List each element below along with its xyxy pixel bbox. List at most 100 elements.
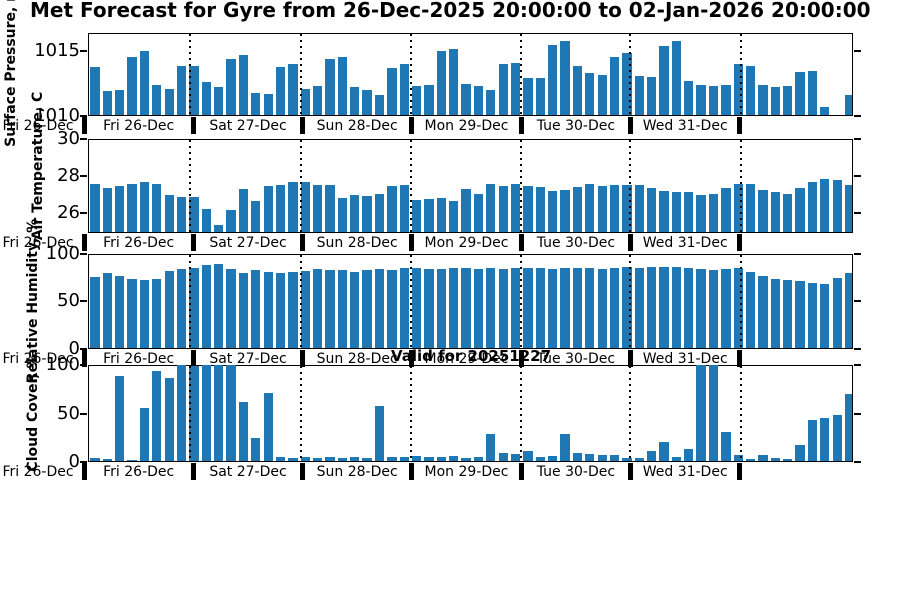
cloud-ytick (854, 461, 861, 464)
cloud-bar (164, 377, 174, 462)
humidity-subplot (88, 253, 853, 350)
temperature-bar (659, 191, 669, 233)
humidity-bar (597, 268, 607, 349)
humidity-bar (288, 271, 298, 349)
humidity-bar (152, 279, 162, 349)
pressure-bar (844, 95, 852, 115)
pressure-bar (325, 59, 335, 115)
humidity-bar (671, 266, 682, 349)
temperature-bar (758, 190, 768, 233)
temperature-bar (201, 208, 211, 233)
pressure-bar (263, 93, 273, 115)
pressure-day-label: Sat 27-Dec (209, 117, 287, 134)
pressure-day-label: Sun 28-Dec (316, 117, 398, 134)
cloud-day-label: Mon 29-Dec (424, 464, 509, 481)
pressure-bar (90, 66, 100, 115)
temperature-bar (164, 194, 174, 233)
cloud-bar (795, 444, 805, 462)
temperature-bar (696, 194, 706, 233)
temperature-ytick (80, 175, 87, 178)
humidity-day-gridline (410, 254, 413, 349)
cloud-bar (313, 458, 323, 462)
temperature-day-tick (518, 234, 524, 252)
temperature-bar (362, 195, 372, 233)
temperature-bar (844, 184, 852, 233)
temperature-bar (300, 181, 310, 233)
humidity-bar (374, 268, 385, 349)
cloud-bar (300, 457, 310, 462)
temperature-bar (647, 188, 657, 233)
cloud-day-tick (737, 463, 743, 481)
cloud-bar (424, 457, 434, 462)
humidity-bar (90, 277, 100, 349)
temperature-day-tick (190, 234, 196, 252)
pressure-day-label: Tue 30-Dec (536, 117, 616, 134)
pressure-bar (399, 64, 409, 115)
cloud-bar (659, 441, 669, 462)
pressure-bar (300, 88, 310, 115)
humidity-day-label: Sun 28-Dec (316, 351, 398, 368)
pressure-bar (745, 65, 756, 115)
pressure-ytick-label: 1015 (34, 40, 80, 62)
temperature-bar (721, 188, 731, 233)
temperature-edge-label: Fri 26-Dec (2, 235, 74, 252)
temperature-day-tick (81, 234, 87, 252)
temperature-bar (572, 187, 583, 233)
humidity-bar (844, 272, 852, 349)
cloud-day-label: Sun 28-Dec (316, 464, 398, 481)
pressure-bar (622, 52, 632, 115)
humidity-bar (807, 283, 818, 349)
humidity-bar (251, 269, 261, 349)
temperature-bar (127, 183, 137, 233)
pressure-bar (510, 62, 521, 115)
temperature-ytick-label: 30 (57, 128, 80, 150)
cloud-bar (325, 457, 335, 462)
cloud-bar (251, 437, 261, 462)
temperature-bar (733, 183, 743, 233)
humidity-bar (436, 268, 446, 349)
humidity-bar (486, 267, 496, 349)
cloud-bar (622, 458, 632, 462)
cloud-bar (560, 434, 570, 462)
pressure-ytick (854, 114, 861, 117)
cloud-bar (770, 458, 780, 462)
humidity-bar (820, 284, 830, 349)
pressure-bar (214, 87, 224, 115)
humidity-ytick (854, 348, 861, 351)
pressure-bar (275, 66, 286, 115)
cloud-bar (176, 365, 187, 462)
pressure-day-gridline (739, 34, 742, 115)
cloud-day-tick (190, 463, 196, 481)
humidity-bar (721, 268, 731, 349)
pressure-ytick (854, 50, 861, 53)
humidity-bar (337, 269, 348, 349)
cloud-bar (535, 457, 545, 462)
cloud-bar (597, 455, 607, 462)
humidity-ytick (854, 252, 861, 255)
cloud-bar (201, 365, 211, 462)
temperature-bar (461, 189, 471, 233)
pressure-day-gridline (519, 34, 522, 115)
cloud-day-label: Wed 31-Dec (642, 464, 728, 481)
temperature-bar (548, 191, 558, 233)
humidity-bar (164, 270, 174, 349)
cloud-subplot-title: Valid for 20251227 (390, 347, 552, 365)
cloud-bar (548, 456, 558, 462)
pressure-bar (226, 59, 236, 115)
temperature-day-gridline (299, 140, 302, 233)
humidity-day-tick (300, 350, 306, 368)
temperature-bar (486, 183, 496, 233)
humidity-bar (189, 267, 199, 349)
cloud-bar (411, 456, 422, 462)
temperature-bar (411, 200, 422, 233)
pressure-bar (238, 55, 249, 115)
pressure-bar (708, 86, 719, 115)
humidity-bar (783, 280, 793, 349)
temperature-bar (609, 185, 620, 233)
temperature-day-gridline (629, 140, 632, 233)
pressure-bar (362, 90, 372, 115)
temperature-bar (226, 210, 236, 233)
cloud-ytick-label: 100 (45, 354, 80, 375)
pressure-day-gridline (299, 34, 302, 115)
cloud-bar (189, 365, 199, 462)
